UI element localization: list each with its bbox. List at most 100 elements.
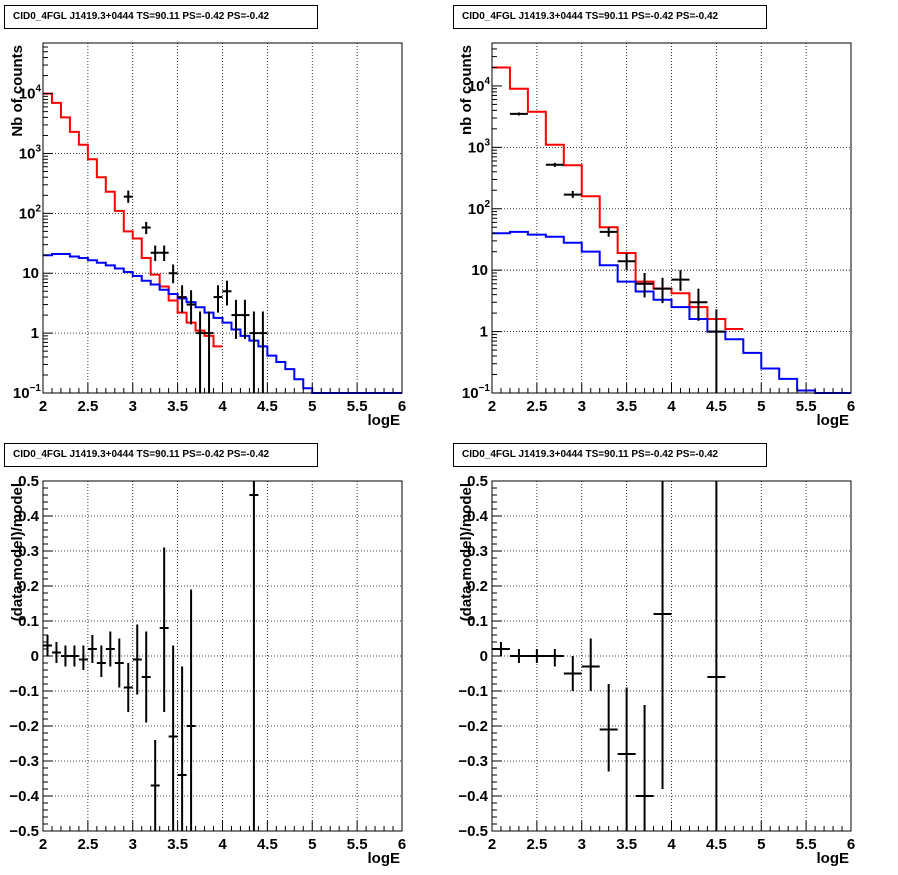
y-tick-label: 104 [19, 84, 42, 103]
y-tick-label: 103 [468, 137, 491, 156]
data-point [527, 649, 546, 663]
y-tick-label: 0.1 [18, 613, 39, 630]
data-point [707, 309, 726, 393]
y-tick-label: 0.2 [18, 578, 39, 595]
y-tick-label: −0.5 [9, 823, 39, 840]
y-tick-label: 0.2 [467, 578, 488, 595]
data-point [707, 481, 726, 831]
data-point [123, 190, 133, 203]
x-axis-label: logE [817, 850, 850, 867]
data-point [60, 645, 70, 667]
x-tick-label: 5.5 [347, 398, 368, 415]
y-tick-label: 1 [480, 324, 488, 341]
x-tick-label: 6 [847, 836, 855, 853]
y-axis-label: (data-model)/model [9, 483, 26, 621]
data-point [617, 687, 636, 831]
y-axis-label: nb of counts [458, 45, 475, 135]
data-point [617, 253, 636, 271]
data-point [87, 635, 97, 663]
data-point [671, 270, 690, 291]
y-tick-label: −0.4 [9, 788, 39, 805]
data-point [509, 649, 528, 663]
data-point [689, 288, 708, 321]
x-tick-label: 3 [129, 398, 137, 415]
y-tick-label: −0.2 [9, 718, 39, 735]
data-point [177, 285, 187, 313]
x-tick-label: 3.5 [167, 398, 188, 415]
x-tick-label: 4 [218, 836, 227, 853]
y-tick-label: −0.4 [458, 788, 488, 805]
x-axis-label: logE [368, 412, 401, 429]
y-tick-label: 0.3 [18, 543, 39, 560]
histogram-line [492, 66, 744, 331]
data-point [653, 277, 672, 304]
data-point [249, 311, 259, 393]
y-tick-label: 0.4 [467, 508, 489, 525]
data-point [653, 481, 672, 789]
y-tick-label: 102 [19, 203, 42, 222]
x-tick-label: 3.5 [616, 398, 637, 415]
data-point [150, 740, 160, 831]
chart-title: CID0_4FGL J1419.3+0444 TS=90.11 PS=-0.42… [453, 443, 767, 467]
x-tick-label: 5 [308, 836, 316, 853]
x-tick-label: 3 [578, 398, 586, 415]
data-point [249, 481, 259, 831]
data-point [186, 589, 196, 831]
data-point [599, 684, 618, 772]
y-tick-label: 0.3 [467, 543, 488, 560]
x-tick-label: 5 [757, 398, 765, 415]
x-axis-label: logE [368, 850, 401, 867]
data-point [43, 635, 52, 656]
data-point [186, 290, 196, 325]
x-tick-label: 2.5 [77, 398, 98, 415]
x-tick-label: 3 [578, 836, 586, 853]
data-point [96, 645, 106, 677]
data-point [599, 227, 618, 237]
x-tick-label: 4 [667, 836, 676, 853]
x-tick-label: 4 [667, 398, 676, 415]
data-point [168, 264, 178, 284]
y-tick-label: −0.2 [458, 718, 488, 735]
y-tick-label: 0.4 [18, 508, 40, 525]
y-tick-label: 104 [468, 76, 491, 95]
data-point [123, 663, 133, 712]
x-tick-label: 2 [488, 398, 496, 415]
pad-bottom-left: 2 2.5 3 3.5 4 4.5 5 5.5 6 logE −0.5 −0.4 −0.3 −0.2 −0.… [0, 438, 449, 875]
data-point [78, 645, 88, 670]
y-tick-label: 0.5 [467, 473, 488, 490]
data-point [231, 299, 241, 339]
data-point [222, 280, 232, 306]
data-point [204, 311, 214, 393]
y-tick-label: 0.1 [467, 613, 488, 630]
y-tick-label: −0.1 [458, 683, 488, 700]
chart-title: CID0_4FGL J1419.3+0444 TS=90.11 PS=-0.42… [453, 5, 767, 29]
chart-title: CID0_4FGL J1419.3+0444 TS=90.11 PS=-0.42… [4, 443, 318, 467]
pad-bottom-right: 2 2.5 3 3.5 4 4.5 5 5.5 6 logE −0.5 −0.4 −0.3 −0.2 −0.… [449, 438, 898, 875]
x-tick-label: 3.5 [167, 836, 188, 853]
data-point [635, 272, 654, 298]
histogram-line [492, 230, 851, 394]
y-axis-label: (data-model)/model [458, 483, 475, 621]
histogram-line [43, 252, 402, 394]
x-tick-label: 5.5 [796, 836, 817, 853]
y-tick-label: −0.5 [458, 823, 488, 840]
data-point [141, 631, 151, 723]
y-tick-label: 0.5 [18, 473, 39, 490]
data-point [150, 245, 160, 262]
data-point [168, 645, 178, 831]
data-point [69, 645, 79, 667]
x-axis-label: logE [817, 412, 850, 429]
x-tick-label: 3.5 [616, 836, 637, 853]
pad-top-left: 2 2.5 3 3.5 4 4.5 5 5.5 6 logE 10−1 1 10 102 103 104 Nb … [0, 0, 449, 437]
y-axis-label: Nb of counts [9, 45, 26, 137]
data-point [159, 547, 169, 712]
data-point [258, 311, 268, 393]
y-tick-label: 10 [471, 262, 488, 279]
data-point [195, 311, 205, 393]
x-tick-label: 6 [847, 398, 855, 415]
x-tick-label: 5 [308, 398, 316, 415]
